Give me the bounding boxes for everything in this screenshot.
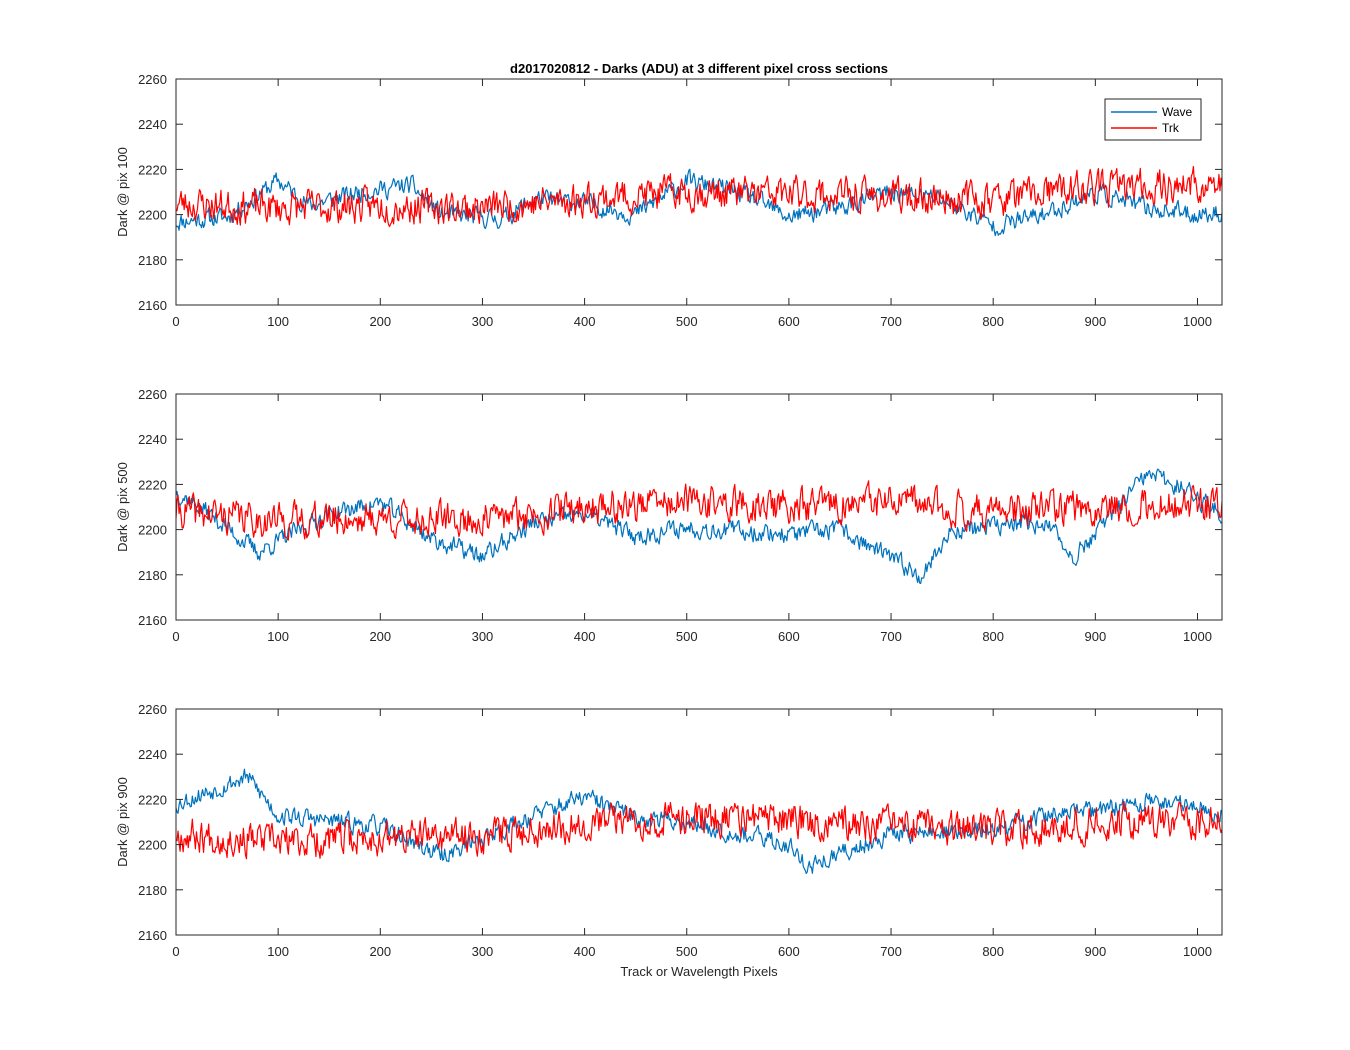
x-tick-label: 100 (267, 944, 289, 959)
chart-title: d2017020812 - Darks (ADU) at 3 different… (510, 61, 888, 76)
x-tick-label: 300 (472, 314, 494, 329)
legend-box (1104, 98, 1202, 141)
legend-label-wave: Wave (1162, 105, 1193, 119)
x-tick-label: 200 (369, 944, 391, 959)
tick-layer: 0 100 200 300 400 500 600 700 800 900 1000 2160 2180… (138, 387, 1222, 644)
tick-layer: 0 100 200 300 400 500 600 700 800 900 1000 2160 2180… (138, 702, 1222, 959)
y-axis-label: Dark @ pix 900 (115, 777, 130, 867)
series-layer (175, 768, 1223, 875)
x-tick-label: 100 (267, 314, 289, 329)
x-tick-label: 0 (172, 944, 179, 959)
series-line-wave (175, 768, 1223, 875)
x-tick-label: 900 (1084, 944, 1106, 959)
legend-label-trk: Trk (1162, 121, 1180, 135)
y-tick-label: 2240 (138, 747, 167, 762)
subplot-pix-500: 0 100 200 300 400 500 600 700 800 900 1000 2160 2180… (115, 387, 1223, 644)
x-tick-label: 500 (676, 944, 698, 959)
x-tick-label: 800 (982, 314, 1004, 329)
x-tick-label: 0 (172, 314, 179, 329)
y-tick-label: 2180 (138, 883, 167, 898)
subplot-pix-100: 0 100 200 300 400 500 600 700 800 900 1000 2160 2180… (115, 72, 1223, 329)
y-tick-label: 2180 (138, 568, 167, 583)
x-tick-label: 500 (676, 629, 698, 644)
x-tick-label: 0 (172, 629, 179, 644)
subplot-pix-900: 0 100 200 300 400 500 600 700 800 900 1000 2160 2180… (115, 702, 1223, 959)
y-tick-label: 2160 (138, 613, 167, 628)
x-tick-label: 900 (1084, 629, 1106, 644)
x-tick-label: 800 (982, 629, 1004, 644)
x-tick-label: 1000 (1183, 944, 1212, 959)
series-layer (175, 165, 1223, 237)
x-tick-label: 100 (267, 629, 289, 644)
y-axis-label: Dark @ pix 100 (115, 147, 130, 237)
series-line-trk (175, 800, 1223, 860)
series-line-wave (175, 168, 1223, 237)
y-axis-label: Dark @ pix 500 (115, 462, 130, 552)
x-tick-label: 400 (574, 629, 596, 644)
x-tick-label: 700 (880, 944, 902, 959)
y-tick-label: 2180 (138, 253, 167, 268)
x-tick-label: 500 (676, 314, 698, 329)
series-layer (175, 468, 1223, 585)
axes-box (175, 393, 1223, 621)
y-tick-label: 2160 (138, 928, 167, 943)
x-tick-label: 400 (574, 944, 596, 959)
y-tick-label: 2200 (138, 208, 167, 223)
axes-box (175, 708, 1223, 936)
tick-layer: 0 100 200 300 400 500 600 700 800 900 1000 2160 2180… (138, 72, 1222, 329)
x-tick-label: 800 (982, 944, 1004, 959)
y-tick-label: 2260 (138, 702, 167, 717)
plot-area (176, 709, 1222, 935)
y-tick-label: 2240 (138, 117, 167, 132)
x-tick-label: 400 (574, 314, 596, 329)
x-axis-label: Track or Wavelength Pixels (620, 964, 778, 979)
axes-box (175, 78, 1223, 306)
y-tick-label: 2260 (138, 387, 167, 402)
y-tick-label: 2160 (138, 298, 167, 313)
series-line-wave (175, 468, 1223, 585)
y-tick-label: 2200 (138, 838, 167, 853)
series-line-trk (175, 480, 1223, 541)
legend: Wave Trk (1104, 98, 1202, 141)
y-tick-label: 2200 (138, 523, 167, 538)
x-tick-label: 600 (778, 314, 800, 329)
x-tick-label: 600 (778, 629, 800, 644)
x-tick-label: 300 (472, 944, 494, 959)
x-tick-label: 900 (1084, 314, 1106, 329)
x-tick-label: 700 (880, 629, 902, 644)
y-tick-label: 2260 (138, 72, 167, 87)
y-tick-label: 2240 (138, 432, 167, 447)
x-tick-label: 600 (778, 944, 800, 959)
y-tick-label: 2220 (138, 162, 167, 177)
x-tick-label: 300 (472, 629, 494, 644)
x-tick-label: 1000 (1183, 314, 1212, 329)
y-tick-label: 2220 (138, 792, 167, 807)
x-tick-label: 200 (369, 314, 391, 329)
x-tick-label: 700 (880, 314, 902, 329)
x-tick-label: 200 (369, 629, 391, 644)
series-line-trk (175, 165, 1223, 228)
y-tick-label: 2220 (138, 477, 167, 492)
x-tick-label: 1000 (1183, 629, 1212, 644)
